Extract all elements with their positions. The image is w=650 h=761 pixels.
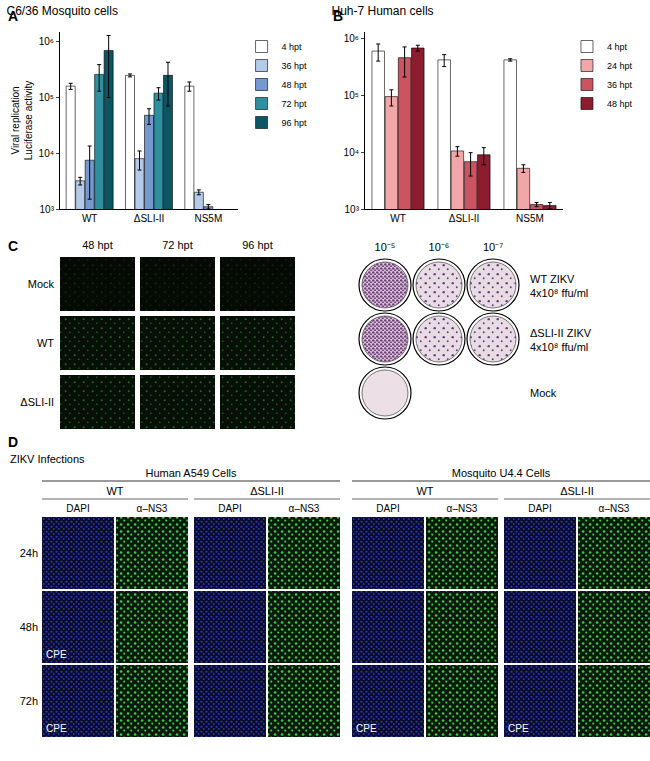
svg-text:C: C xyxy=(8,238,18,254)
svg-text:4x10⁸ ffu/ml: 4x10⁸ ffu/ml xyxy=(530,341,588,353)
svg-text:WT: WT xyxy=(416,485,433,497)
svg-text:48h: 48h xyxy=(20,621,38,633)
svg-text:96 hpt: 96 hpt xyxy=(282,118,308,128)
svg-text:Huh-7 Human cells: Huh-7 Human cells xyxy=(332,4,434,18)
svg-text:α–NS3: α–NS3 xyxy=(599,503,630,514)
svg-text:4 hpt: 4 hpt xyxy=(607,42,628,52)
svg-text:α–NS3: α–NS3 xyxy=(447,503,478,514)
svg-text:10⁻⁷: 10⁻⁷ xyxy=(483,241,503,253)
svg-text:WT: WT xyxy=(82,213,98,224)
svg-text:10⁴: 10⁴ xyxy=(39,148,54,159)
svg-text:α–NS3: α–NS3 xyxy=(137,503,168,514)
svg-text:NS5M: NS5M xyxy=(516,213,544,224)
svg-text:DAPI: DAPI xyxy=(218,503,241,514)
svg-text:10⁴: 10⁴ xyxy=(344,147,359,158)
svg-text:CPE: CPE xyxy=(46,723,67,734)
svg-text:10⁻⁶: 10⁻⁶ xyxy=(429,241,450,253)
svg-text:10⁵: 10⁵ xyxy=(39,92,54,103)
svg-text:WT: WT xyxy=(106,485,123,497)
svg-text:36 hpt: 36 hpt xyxy=(607,80,633,90)
svg-text:ΔSLI-II: ΔSLI-II xyxy=(250,485,284,497)
svg-text:10⁵: 10⁵ xyxy=(344,90,359,101)
svg-text:CPE: CPE xyxy=(46,649,67,660)
svg-text:72h: 72h xyxy=(20,695,38,707)
svg-text:ZIKV Infections: ZIKV Infections xyxy=(10,453,85,465)
svg-text:72 hpt: 72 hpt xyxy=(162,239,193,251)
svg-text:DAPI: DAPI xyxy=(376,503,399,514)
svg-text:4x10⁸ ffu/ml: 4x10⁸ ffu/ml xyxy=(530,287,588,299)
svg-text:ΔSLI-II: ΔSLI-II xyxy=(449,213,480,224)
svg-text:ΔSLI-II: ΔSLI-II xyxy=(20,396,54,408)
svg-text:DAPI: DAPI xyxy=(528,503,551,514)
svg-text:10³: 10³ xyxy=(345,204,360,215)
svg-text:Viral replicationLuciferase ac: Viral replicationLuciferase activity xyxy=(10,81,34,160)
svg-text:α–NS3: α–NS3 xyxy=(289,503,320,514)
svg-text:48 hpt: 48 hpt xyxy=(607,99,633,109)
svg-text:10⁻⁵: 10⁻⁵ xyxy=(375,241,396,253)
svg-text:10⁶: 10⁶ xyxy=(344,33,359,44)
svg-text:ΔSLI-II ZIKV: ΔSLI-II ZIKV xyxy=(530,327,592,339)
svg-text:CPE: CPE xyxy=(508,723,529,734)
svg-text:DAPI: DAPI xyxy=(66,503,89,514)
svg-text:4 hpt: 4 hpt xyxy=(282,42,303,52)
svg-text:WT: WT xyxy=(390,213,406,224)
svg-text:24h: 24h xyxy=(20,547,38,559)
svg-text:24 hpt: 24 hpt xyxy=(607,61,633,71)
svg-text:B: B xyxy=(333,8,343,24)
svg-text:C6/36 Mosquito cells: C6/36 Mosquito cells xyxy=(7,4,118,18)
svg-text:ΔSLI-II: ΔSLI-II xyxy=(134,213,165,224)
svg-text:D: D xyxy=(8,434,18,450)
svg-text:ΔSLI-II: ΔSLI-II xyxy=(560,485,594,497)
svg-text:72 hpt: 72 hpt xyxy=(282,99,308,109)
svg-text:CPE: CPE xyxy=(356,723,377,734)
svg-text:NS5M: NS5M xyxy=(194,213,222,224)
svg-text:48 hpt: 48 hpt xyxy=(282,80,308,90)
svg-text:10³: 10³ xyxy=(40,204,55,215)
svg-text:Human A549 Cells: Human A549 Cells xyxy=(145,467,237,479)
svg-text:Mock: Mock xyxy=(530,387,557,399)
svg-text:Mock: Mock xyxy=(28,278,55,290)
svg-text:10⁶: 10⁶ xyxy=(39,36,54,47)
svg-text:Mosquito U4.4 Cells: Mosquito U4.4 Cells xyxy=(452,467,551,479)
svg-text:A: A xyxy=(8,8,18,24)
svg-text:WT: WT xyxy=(37,337,54,349)
svg-text:96 hpt: 96 hpt xyxy=(242,239,273,251)
svg-text:WT ZIKV: WT ZIKV xyxy=(530,273,575,285)
svg-text:36 hpt: 36 hpt xyxy=(282,61,308,71)
svg-text:48 hpt: 48 hpt xyxy=(82,239,113,251)
